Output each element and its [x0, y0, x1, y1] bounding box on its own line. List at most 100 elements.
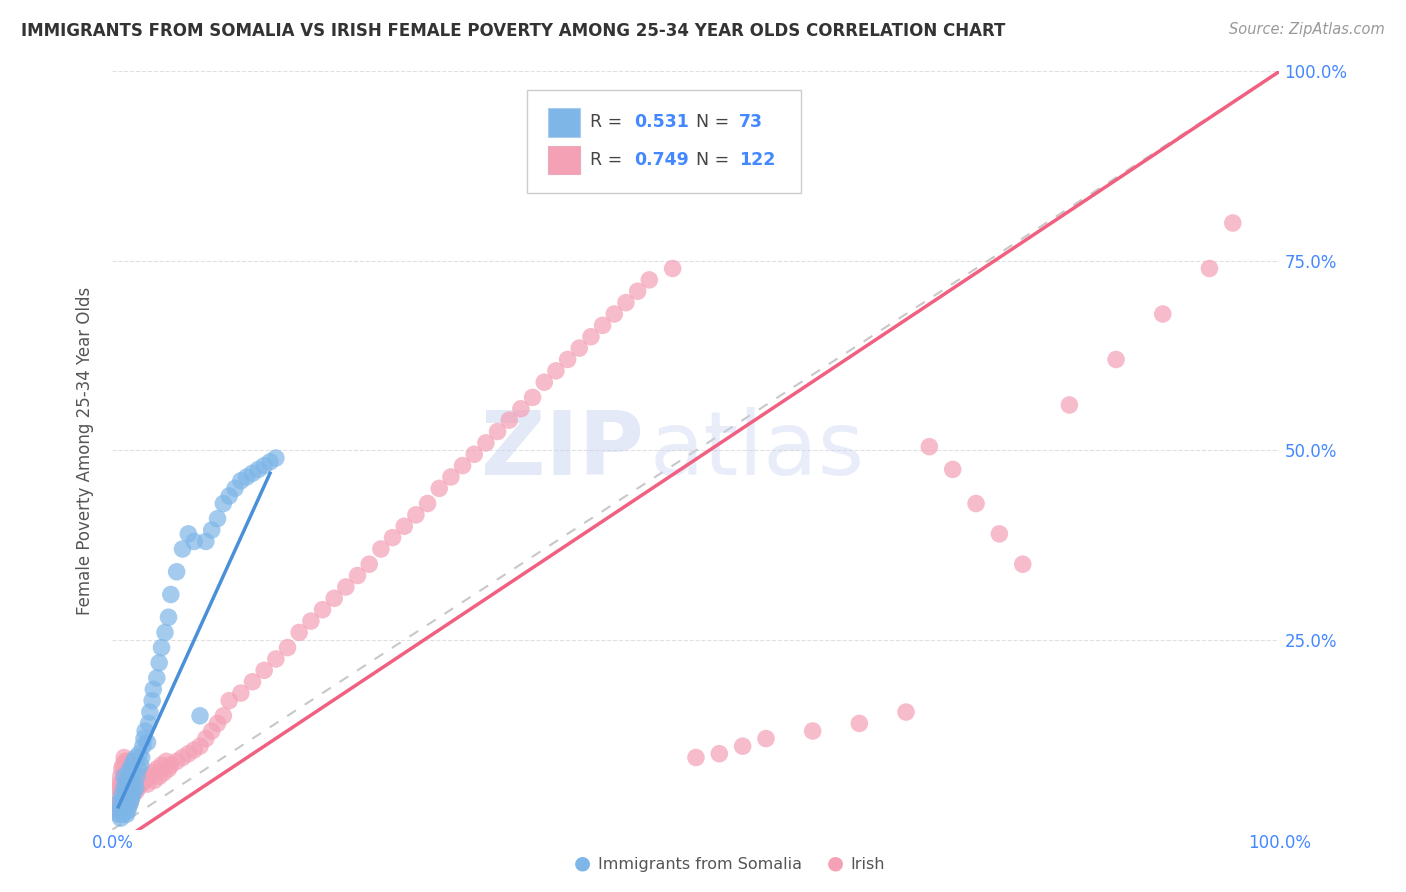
- Point: [111, 807, 134, 822]
- Point: [370, 542, 392, 557]
- Point: [115, 807, 138, 822]
- Point: [115, 777, 138, 791]
- Point: [132, 769, 155, 784]
- Point: [117, 755, 139, 769]
- Point: [136, 777, 159, 791]
- Point: [114, 786, 136, 800]
- Point: [146, 762, 169, 776]
- Point: [709, 747, 731, 761]
- Point: [117, 790, 139, 805]
- Point: [114, 755, 136, 769]
- Point: [115, 758, 138, 772]
- Point: [132, 739, 155, 753]
- Point: [416, 496, 439, 510]
- Point: [114, 775, 136, 789]
- Text: 0.531: 0.531: [634, 113, 689, 131]
- Point: [533, 376, 555, 390]
- Point: [114, 800, 136, 814]
- Point: [138, 716, 160, 731]
- Point: [160, 588, 183, 602]
- Point: [638, 273, 661, 287]
- Point: [111, 758, 134, 772]
- Point: [148, 656, 170, 670]
- Point: [131, 777, 153, 791]
- Point: [118, 758, 141, 772]
- Point: [141, 765, 163, 780]
- Point: [115, 796, 138, 810]
- Point: [965, 496, 987, 510]
- Point: [166, 755, 188, 769]
- Point: [359, 557, 381, 572]
- Point: [253, 664, 276, 678]
- Point: [118, 796, 141, 810]
- Point: [988, 526, 1011, 541]
- Point: [121, 758, 143, 772]
- Text: Irish: Irish: [851, 857, 886, 872]
- FancyBboxPatch shape: [548, 108, 581, 136]
- Point: [111, 789, 134, 803]
- Point: [111, 800, 134, 814]
- Point: [894, 705, 917, 719]
- Point: [122, 755, 145, 769]
- Point: [568, 341, 591, 355]
- Point: [242, 467, 264, 481]
- Point: [107, 796, 129, 810]
- Point: [125, 750, 148, 764]
- Point: [122, 785, 145, 799]
- Point: [311, 603, 333, 617]
- Point: [134, 724, 156, 739]
- Point: [498, 413, 520, 427]
- Point: [218, 694, 240, 708]
- Point: [614, 295, 637, 310]
- Point: [579, 330, 602, 344]
- Point: [128, 747, 150, 761]
- Point: [143, 773, 166, 788]
- Point: [111, 794, 134, 808]
- Point: [146, 671, 169, 685]
- Text: ZIP: ZIP: [481, 407, 644, 494]
- Point: [201, 523, 224, 537]
- Point: [188, 739, 211, 753]
- Point: [117, 773, 139, 788]
- Text: IMMIGRANTS FROM SOMALIA VS IRISH FEMALE POVERTY AMONG 25-34 YEAR OLDS CORRELATIO: IMMIGRANTS FROM SOMALIA VS IRISH FEMALE …: [21, 22, 1005, 40]
- Point: [1152, 307, 1174, 321]
- Point: [128, 773, 150, 788]
- Point: [108, 777, 131, 791]
- Point: [148, 769, 170, 784]
- Point: [848, 716, 870, 731]
- Point: [157, 762, 180, 776]
- Point: [114, 773, 136, 788]
- Text: R =: R =: [589, 113, 627, 131]
- Point: [1105, 352, 1128, 367]
- Point: [121, 789, 143, 803]
- Point: [522, 391, 544, 405]
- Point: [117, 804, 139, 818]
- Point: [323, 591, 346, 606]
- Point: [475, 436, 498, 450]
- Point: [177, 747, 200, 761]
- Point: [172, 750, 194, 764]
- Point: [194, 534, 217, 549]
- Point: [440, 470, 463, 484]
- Point: [201, 724, 224, 739]
- Point: [112, 750, 135, 764]
- Text: ●: ●: [827, 854, 844, 872]
- Point: [124, 780, 146, 795]
- Point: [132, 731, 155, 746]
- Point: [157, 610, 180, 624]
- Point: [153, 625, 176, 640]
- Point: [731, 739, 754, 753]
- Point: [112, 765, 135, 780]
- Point: [118, 769, 141, 784]
- Point: [112, 800, 135, 814]
- Text: N =: N =: [686, 113, 735, 131]
- Point: [166, 565, 188, 579]
- Point: [107, 792, 129, 806]
- Point: [150, 640, 173, 655]
- Text: Source: ZipAtlas.com: Source: ZipAtlas.com: [1229, 22, 1385, 37]
- Point: [118, 765, 141, 780]
- Point: [229, 686, 252, 700]
- Text: atlas: atlas: [650, 407, 865, 494]
- Point: [136, 735, 159, 749]
- Point: [111, 777, 134, 791]
